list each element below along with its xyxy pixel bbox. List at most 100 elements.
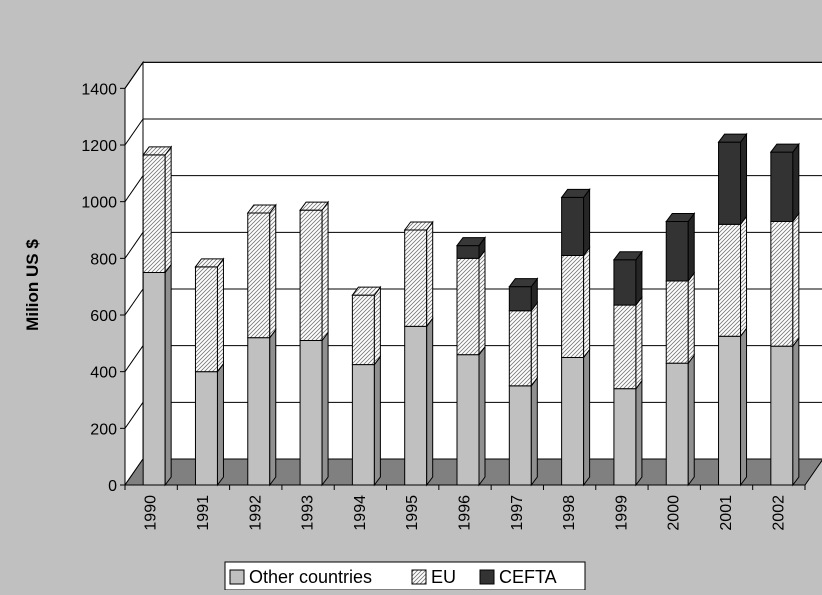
bar-side-cefta xyxy=(740,132,748,226)
y-tick-label: 0 xyxy=(108,478,117,495)
legend: Other countries EU CEFTA xyxy=(224,561,586,591)
bar-segment-eu xyxy=(665,280,689,364)
bar-top xyxy=(665,213,696,222)
gridline xyxy=(124,175,144,202)
bar-side-other-countries xyxy=(530,376,538,487)
x-tick-label: 1993 xyxy=(300,495,317,531)
bar-side-eu xyxy=(164,145,172,274)
y-tick-label: 1200 xyxy=(81,138,117,155)
bar-side-eu xyxy=(478,248,486,357)
bar-side-other-countries xyxy=(687,353,695,487)
bar-side-eu xyxy=(373,285,381,367)
legend-swatch-cefta xyxy=(479,569,495,585)
bar-segment-cefta xyxy=(613,259,637,306)
y-tick-label: 1000 xyxy=(81,195,117,212)
gridline xyxy=(124,288,144,316)
y-axis-label: Milion US $ xyxy=(23,239,42,331)
bar-segment-other-countries xyxy=(561,357,585,486)
bar-side-eu xyxy=(216,257,224,374)
bar-side-cefta xyxy=(687,212,695,283)
y-tick-label: 400 xyxy=(90,365,117,382)
bar-top xyxy=(351,286,382,296)
bar-side-cefta xyxy=(635,250,643,307)
bar-top xyxy=(560,188,591,198)
bar-top xyxy=(194,258,225,268)
x-tick-label: 1996 xyxy=(457,495,474,531)
bar-segment-other-countries xyxy=(194,371,218,486)
plot-side-wall xyxy=(124,60,144,487)
legend-swatch-other-countries xyxy=(229,569,245,585)
gridline xyxy=(124,345,144,372)
bar-side-eu xyxy=(687,271,695,365)
bar-side-other-countries xyxy=(478,345,486,487)
bar-segment-eu xyxy=(247,212,271,339)
bar-side-eu xyxy=(269,203,277,340)
bar-segment-eu xyxy=(456,257,480,356)
bar-side-cefta xyxy=(792,142,800,223)
x-tick-label: 2000 xyxy=(666,495,683,531)
bar-side-eu xyxy=(426,220,434,328)
x-tick-label: 2001 xyxy=(718,495,735,531)
gridline xyxy=(124,402,144,429)
bar-segment-other-countries xyxy=(665,362,689,486)
bar-segment-eu xyxy=(194,266,218,373)
x-tick-label: 1991 xyxy=(195,495,212,531)
bar-segment-eu xyxy=(718,223,742,337)
x-tick-label: 1995 xyxy=(404,495,421,531)
bar-segment-other-countries xyxy=(404,325,428,486)
bar-side-other-countries xyxy=(321,331,329,487)
x-tick-label: 1998 xyxy=(561,495,578,531)
bar-segment-eu xyxy=(508,310,532,387)
bar-segment-eu xyxy=(351,294,375,366)
bar-side-other-countries xyxy=(583,348,591,487)
bar-segment-other-countries xyxy=(770,345,794,486)
bar-segment-cefta xyxy=(561,196,585,257)
bar-side-other-countries xyxy=(164,263,172,487)
x-tick-label: 1999 xyxy=(613,495,630,531)
legend-label-cefta: CEFTA xyxy=(499,567,557,587)
legend-box xyxy=(224,561,586,591)
bar-side-other-countries xyxy=(740,326,748,487)
bar-top xyxy=(717,133,748,143)
bar-side-eu xyxy=(321,200,329,342)
bar-segment-eu xyxy=(613,304,637,390)
bar-top xyxy=(246,204,277,214)
bar-side-other-countries xyxy=(635,379,643,487)
bar-segment-other-countries xyxy=(351,364,375,486)
bar-side-other-countries xyxy=(373,355,381,487)
bar-segment-cefta xyxy=(665,221,689,282)
x-tick-label: 2002 xyxy=(770,495,787,531)
legend-label-other-countries: Other countries xyxy=(249,567,372,587)
bar-top xyxy=(769,143,800,153)
bar-segment-other-countries xyxy=(456,354,480,486)
bar-segment-cefta xyxy=(770,151,794,222)
legend-label-eu: EU xyxy=(431,567,456,587)
x-tick-label: 1997 xyxy=(509,495,526,531)
bar-side-eu xyxy=(583,246,591,359)
bar-side-other-countries xyxy=(426,316,434,487)
bar-top xyxy=(508,278,539,288)
gridline xyxy=(124,232,144,259)
bar-segment-cefta xyxy=(718,141,742,225)
gridline xyxy=(124,62,144,89)
bar-segment-cefta xyxy=(508,286,532,312)
bar-segment-eu xyxy=(770,221,794,347)
x-tick-label: 1992 xyxy=(247,495,264,531)
bar-segment-cefta xyxy=(456,245,480,259)
bar-side-other-countries xyxy=(216,362,224,487)
legend-swatch-eu xyxy=(411,569,427,585)
x-tick-label: 1994 xyxy=(352,495,369,531)
bar-segment-eu xyxy=(299,209,323,341)
bar-side-other-countries xyxy=(269,328,277,487)
bar-top xyxy=(456,237,486,247)
bar-top xyxy=(142,146,173,156)
bar-side-cefta xyxy=(583,187,591,257)
y-tick-label: 1400 xyxy=(81,81,117,98)
bar-segment-other-countries xyxy=(718,335,742,486)
bar-segment-eu xyxy=(404,229,428,327)
bar-side-eu xyxy=(740,214,748,338)
bar-top xyxy=(403,221,434,231)
bar-segment-other-countries xyxy=(299,340,323,486)
